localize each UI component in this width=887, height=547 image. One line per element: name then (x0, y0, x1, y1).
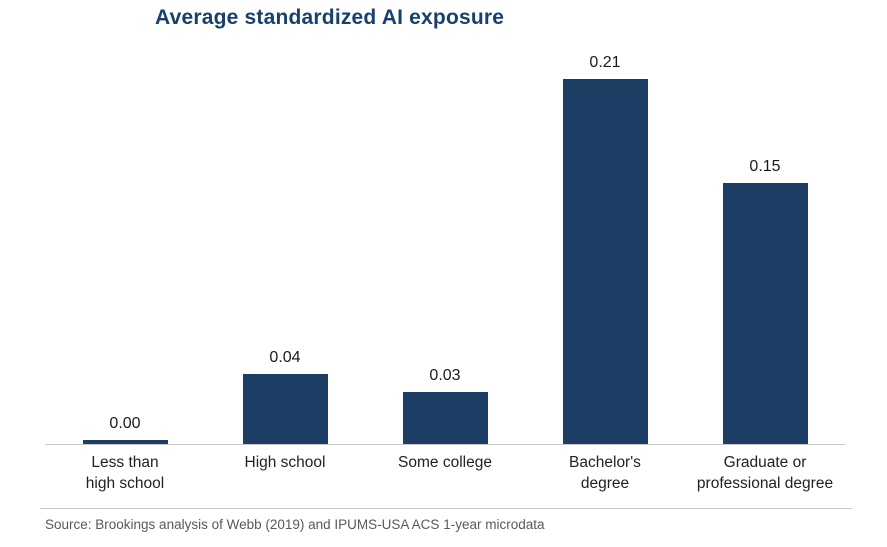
chart-title: Average standardized AI exposure (155, 6, 505, 29)
bar-value-label: 0.21 (589, 54, 621, 71)
bar-group: 0.03 (365, 50, 525, 444)
bar (562, 79, 648, 444)
category-label: Some college (398, 454, 492, 471)
source-note: Source: Brookings analysis of Webb (2019… (45, 517, 545, 532)
bar-group: 0.21 (525, 50, 685, 444)
bar-value-label: 0.00 (109, 415, 141, 432)
bar-value-label: 0.15 (749, 158, 781, 176)
bar-group: 0.15 (685, 50, 845, 444)
category-label: High school (244, 454, 326, 471)
category-label: Graduate or professional degree (696, 454, 834, 492)
plot-area: 0.00 0.04 0.03 0.21 0.15 (45, 50, 845, 445)
category-label: Less than high school (85, 454, 165, 492)
footer-divider (40, 508, 852, 509)
bar-group: 0.04 (205, 50, 365, 444)
bar-value-label: 0.04 (269, 349, 301, 367)
category-label: Bachelor's degree (569, 454, 641, 492)
bar-value-label: 0.03 (429, 366, 461, 384)
bar (82, 440, 168, 444)
bar-group: 0.00 (45, 50, 205, 444)
x-axis-labels: Less than high school High school Some col… (45, 453, 845, 495)
bar (242, 374, 328, 444)
bar (402, 391, 488, 444)
bar (722, 183, 808, 444)
